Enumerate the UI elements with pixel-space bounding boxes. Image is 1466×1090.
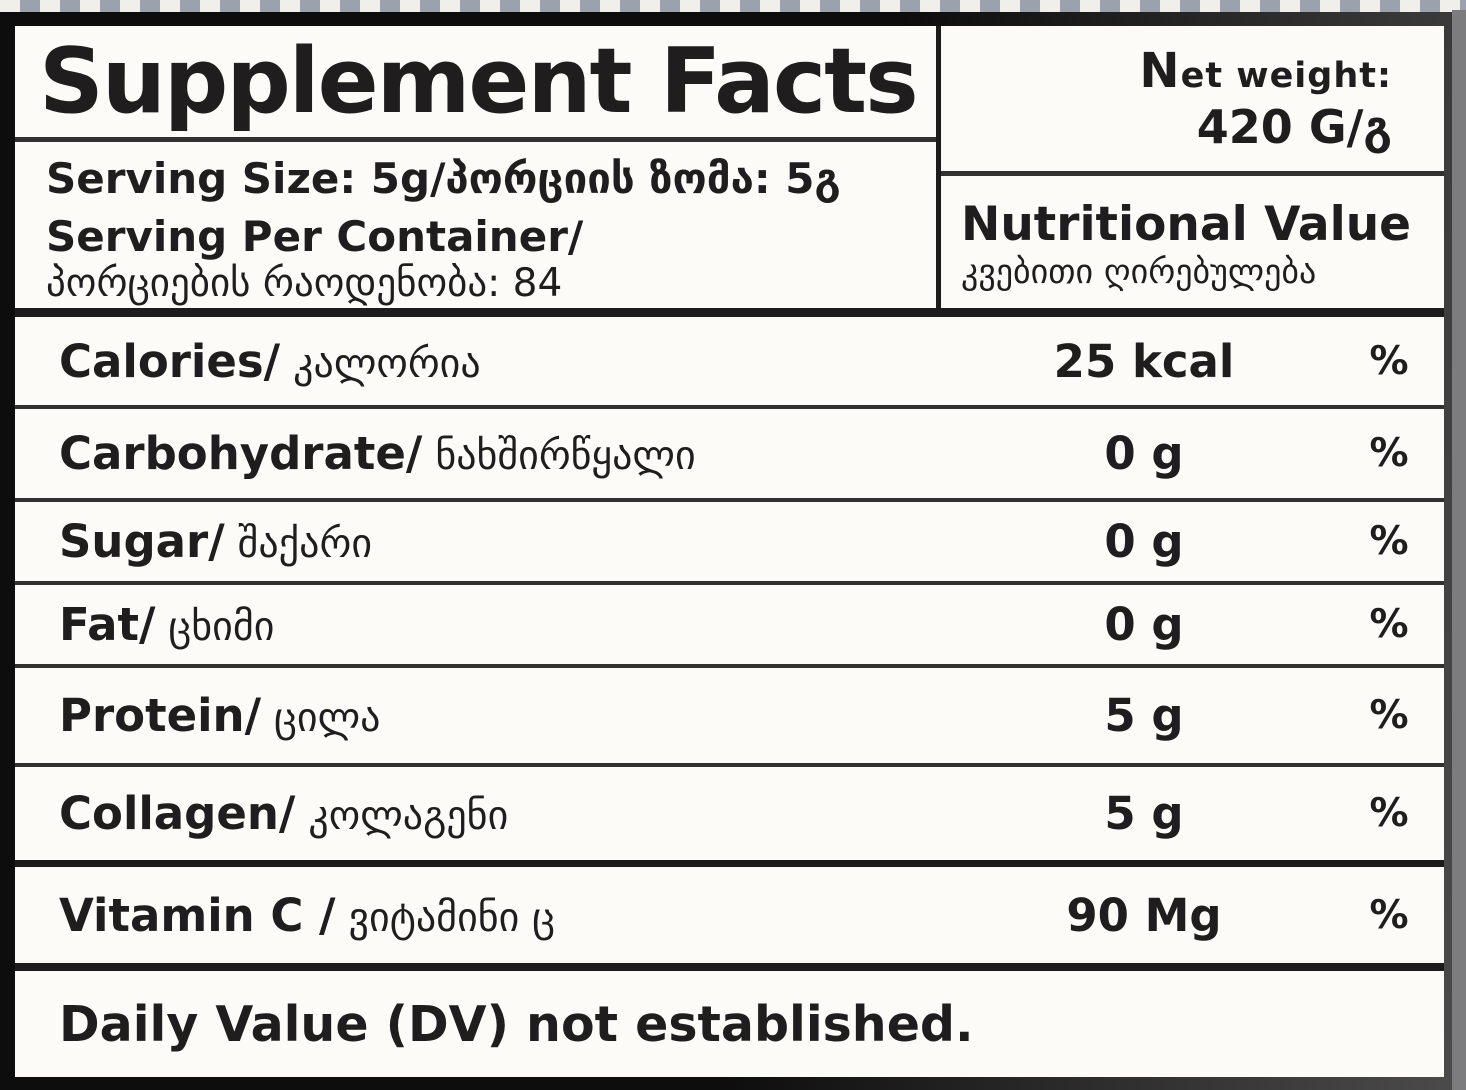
label-header: Supplement Facts Serving Size: 5g/პორციი… [15,26,1444,317]
nutrient-amount: 25 kcal [1053,334,1235,388]
daily-value-note-row: Daily Value (DV) not established. [15,963,1444,1077]
nutrient-name-en: Collagen/ [59,787,296,840]
nutrient-name: Sugar/ შაქარი [15,515,954,568]
row-carbohydrate: Carbohydrate/ ნახშირწყალი 0 g % [15,405,1444,498]
net-weight-value: 420 G/გ [1196,99,1392,154]
nutrient-name-en: Calories/ [59,334,281,388]
nutritional-value-box: Nutritional Value კვებითი ღირებულება [941,176,1444,308]
row-sugar: Sugar/ შაქარი 0 g % [15,498,1444,581]
nutrient-name-en: Carbohydrate/ [59,427,423,480]
nutrient-name-ka: ვიტამინი ც [348,894,555,941]
nutrient-name-en: Protein/ [59,689,262,742]
nutrient-dv-percent: % [1369,431,1409,476]
nutrient-amount: 0 g [1104,598,1184,651]
nutrient-name: Fat/ ცხიმი [15,598,954,651]
header-left-column: Supplement Facts Serving Size: 5g/პორციი… [15,26,936,308]
nutrient-amount: 0 g [1104,515,1184,568]
nutrient-name: Collagen/ კოლაგენი [15,787,954,840]
nutrient-dv-percent: % [1369,693,1409,738]
row-collagen: Collagen/ კოლაგენი 5 g % [15,763,1444,860]
nutritional-value-title: Nutritional Value [961,196,1412,252]
nutrient-name-ka: ცილა [274,695,381,741]
nutrient-name: Carbohydrate/ ნახშირწყალი [15,427,954,480]
serving-per-container-ka-line: პორციების რაოდენობა: 84 [46,261,563,307]
nutrient-name: Protein/ ცილა [15,689,954,742]
supplement-facts-title: Supplement Facts [39,29,919,134]
nutrient-name: Calories/ კალორია [15,335,954,388]
nutritional-value-title-ka: კვებითი ღირებულება [961,251,1317,292]
nutrient-name-ka: კოლაგენი [308,793,509,839]
side-edge-strip [1452,10,1466,1090]
nutrient-dv-percent: % [1369,791,1409,836]
nutrient-dv-percent: % [1369,602,1409,647]
nutrient-name: Vitamin C / ვიტამინი ც [15,889,954,942]
title-box: Supplement Facts [15,26,936,142]
net-weight-label: Net weight: [1139,43,1392,100]
nutrient-name-ka: შაქარი [237,521,373,567]
nutrient-name-en: Fat/ [59,598,156,651]
serving-per-container-line: Serving Per Container/ [46,211,584,261]
nutrient-amount: 5 g [1104,787,1184,840]
nutrient-amount: 90 Mg [1066,888,1222,942]
daily-value-note: Daily Value (DV) not established. [59,995,974,1053]
serving-size-line: Serving Size: 5g/პორციის ზომა: 5გ [46,154,841,204]
nutrient-amount: 5 g [1104,689,1184,742]
serving-info-box: Serving Size: 5g/პორციის ზომა: 5გ Servin… [15,142,936,308]
nutrient-amount: 0 g [1104,427,1184,480]
row-vitamin-c: Vitamin C / ვიტამინი ც 90 Mg % [15,860,1444,963]
row-fat: Fat/ ცხიმი 0 g % [15,581,1444,664]
net-weight-box: Net weight: 420 G/გ [941,26,1444,176]
nutrient-name-ka: კალორია [293,340,481,387]
nutrient-dv-percent: % [1369,338,1409,384]
nutrient-dv-percent: % [1369,892,1409,938]
row-protein: Protein/ ცილა 5 g % [15,664,1444,763]
decorative-checker-stripe [0,0,1466,12]
nutrient-name-ka: ცხიმი [168,604,275,650]
supplement-facts-label: Supplement Facts Serving Size: 5g/პორციი… [0,12,1452,1090]
nutrient-name-en: Sugar/ [59,515,225,568]
header-right-column: Net weight: 420 G/გ Nutritional Value კვ… [936,26,1444,308]
nutrient-name-ka: ნახშირწყალი [435,433,696,479]
row-calories: Calories/ კალორია 25 kcal % [15,317,1444,405]
nutrient-name-en: Vitamin C / [59,888,336,942]
nutrient-dv-percent: % [1369,519,1409,564]
nutrient-rows: Calories/ კალორია 25 kcal % Carbohydrate… [15,317,1444,1077]
